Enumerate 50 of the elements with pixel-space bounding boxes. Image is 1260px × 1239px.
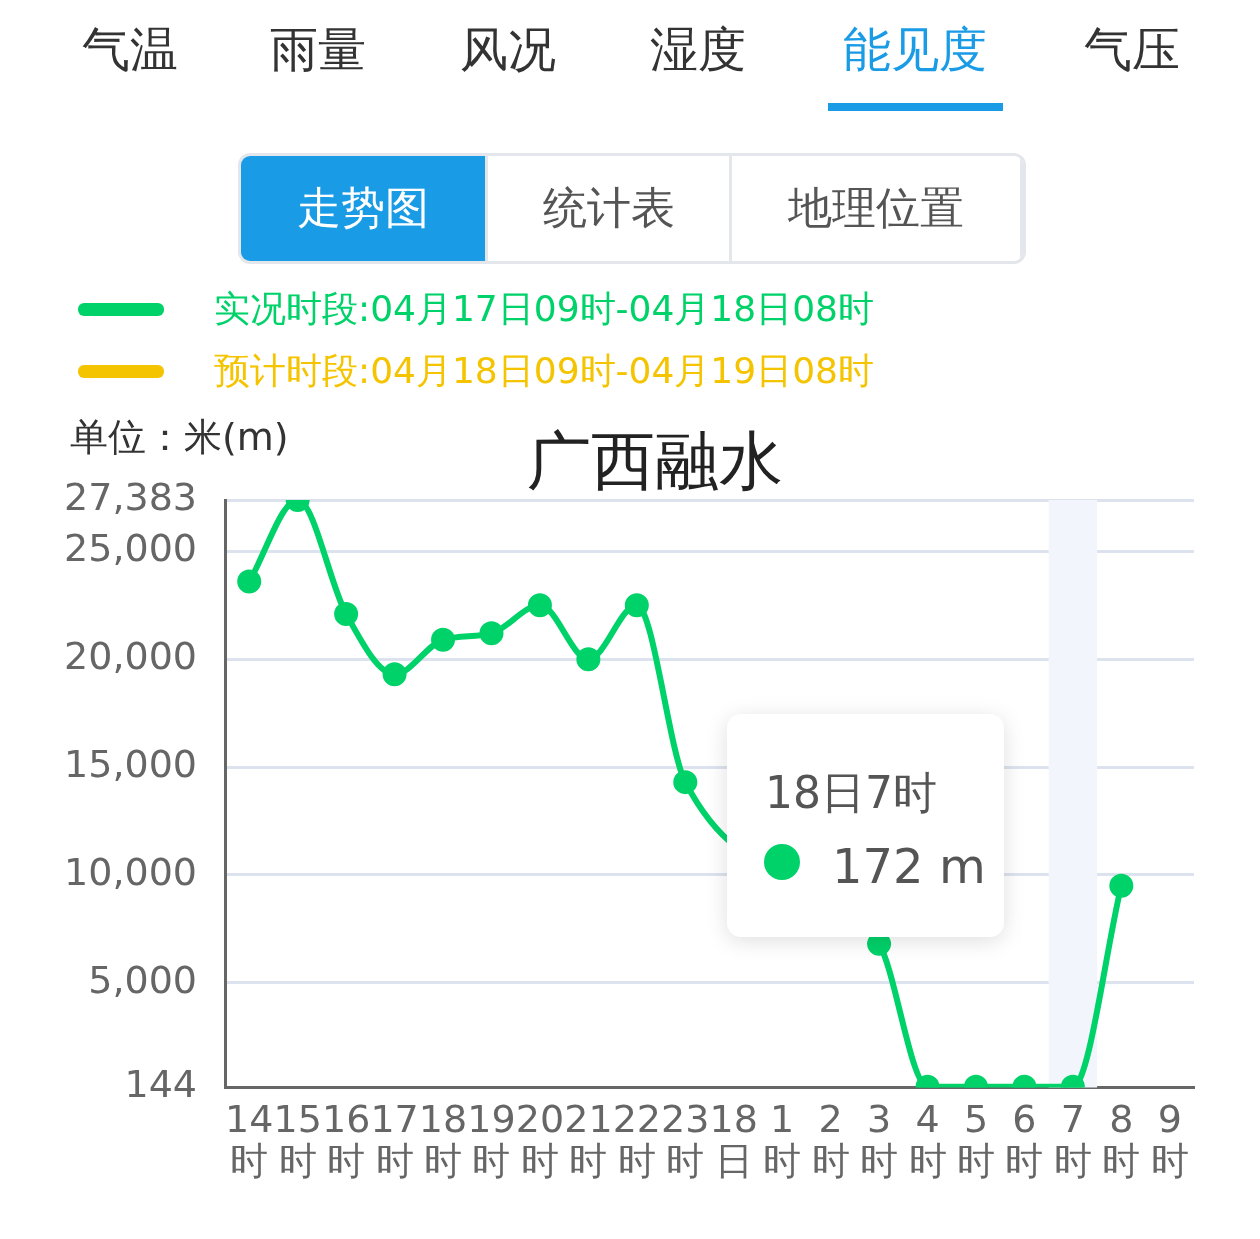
- text: 湿度: [650, 20, 746, 79]
- x-tick-label: 9时: [1150, 1097, 1189, 1183]
- x-tick-label: 21时: [564, 1097, 613, 1183]
- y-tick-label: 20,000: [64, 634, 197, 679]
- x-tick-label: 14时: [225, 1097, 274, 1183]
- text: 统计表: [488, 156, 733, 261]
- text: 雨量: [270, 20, 366, 79]
- point: [334, 601, 359, 626]
- point: [431, 627, 456, 652]
- text: 地理位置: [732, 156, 1023, 261]
- legend-label: 预计时段:04月18日09时-04月19日08时: [214, 349, 874, 393]
- x-tick-label: 7时: [1053, 1097, 1092, 1183]
- chart-title: 广西融水: [527, 423, 783, 500]
- x-tick-label: 16时: [321, 1097, 371, 1183]
- x-tick-label: 22时: [612, 1097, 661, 1183]
- point: [624, 593, 649, 618]
- y-tick-label: 25,000: [64, 526, 197, 571]
- x-tick-label: 4时: [908, 1097, 947, 1183]
- x-tick-label: 1时: [763, 1097, 802, 1183]
- x-tick-label: 19时: [467, 1097, 516, 1183]
- point: [576, 647, 601, 672]
- x-tick-label: 8时: [1102, 1097, 1141, 1183]
- x-tick-label: 5时: [956, 1097, 995, 1183]
- y-tick-label: 144: [124, 1062, 197, 1107]
- y-tick-label: 5,000: [88, 957, 197, 1002]
- x-tick-label: 2时: [811, 1097, 850, 1183]
- annotation: 18日7时: [765, 766, 937, 820]
- x-tick-label: 23时: [661, 1097, 710, 1183]
- text: 风况: [460, 20, 556, 79]
- legend-label: 实况时段:04月17日09时-04月18日08时: [214, 287, 874, 331]
- y-axis-title: 单位：米(m): [70, 414, 289, 461]
- point: [479, 621, 504, 646]
- text: 能见度: [843, 20, 987, 79]
- x-tick-label: 15时: [273, 1097, 322, 1183]
- y-tick-label: 27,383: [64, 474, 197, 519]
- x-tick-label: 18时: [418, 1097, 468, 1183]
- text: 气压: [1084, 20, 1180, 79]
- x-tick-label: 17时: [370, 1097, 419, 1183]
- point: [237, 569, 262, 594]
- text: 走势图: [241, 156, 489, 261]
- text: 气温: [82, 20, 178, 79]
- point: [382, 662, 407, 687]
- annotation: 172 m: [832, 838, 986, 894]
- y-tick-label: 15,000: [64, 741, 197, 786]
- x-tick-label: 6时: [1005, 1097, 1044, 1183]
- point: [527, 593, 552, 618]
- x-tick-label: 3时: [860, 1097, 899, 1183]
- x-tick-label: 18日: [709, 1097, 758, 1183]
- x-tick-label: 20时: [515, 1097, 565, 1183]
- y-tick-label: 10,000: [64, 849, 197, 894]
